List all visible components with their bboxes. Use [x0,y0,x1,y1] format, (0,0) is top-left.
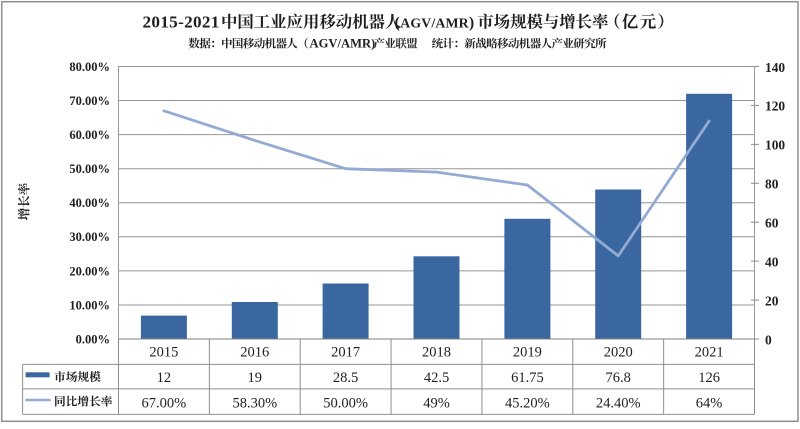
svg-text:0.00%: 0.00% [76,332,110,346]
svg-text:统计：新战略移动机器人产业研究所: 统计：新战略移动机器人产业研究所 [432,38,607,51]
svg-text:同比增长率: 同比增长率 [54,396,113,409]
svg-text:28.5: 28.5 [333,370,358,386]
svg-text:12: 12 [157,370,172,386]
svg-text:126: 126 [698,370,720,386]
svg-text:2017: 2017 [331,345,360,361]
svg-text:24.40%: 24.40% [596,396,641,412]
svg-text:): ) [469,15,474,32]
svg-text:2021: 2021 [695,345,724,361]
svg-text:2018: 2018 [422,345,451,361]
svg-text:64%: 64% [696,396,723,412]
svg-text:（亿元）: （亿元） [604,13,675,32]
svg-text:70.00%: 70.00% [69,94,110,108]
svg-text:67.00%: 67.00% [142,396,187,412]
svg-text:76.8: 76.8 [606,370,631,386]
svg-text:2015: 2015 [149,345,178,361]
svg-text:50.00%: 50.00% [323,396,368,412]
svg-text:30.00%: 30.00% [69,230,110,244]
svg-text:100: 100 [765,138,785,153]
svg-text:40.00%: 40.00% [69,196,110,210]
svg-text:0: 0 [765,332,772,347]
svg-text:AGV/AMR: AGV/AMR [400,16,469,31]
svg-text:40: 40 [765,254,779,269]
svg-text:58.30%: 58.30% [232,396,277,412]
svg-text:45.20%: 45.20% [505,396,550,412]
svg-text:市场规模: 市场规模 [54,371,101,384]
svg-text:50.00%: 50.00% [69,162,110,176]
svg-text:80: 80 [765,177,779,192]
svg-text:20: 20 [765,293,779,308]
svg-text:60: 60 [765,216,779,231]
svg-text:数据：中国移动机器人（: 数据：中国移动机器人（ [188,38,308,51]
svg-text:增长率: 增长率 [18,182,32,220]
svg-text:2015-2021: 2015-2021 [143,13,220,32]
svg-text:61.75: 61.75 [511,370,544,386]
svg-text:20.00%: 20.00% [69,264,110,278]
svg-text:(: ( [395,15,400,32]
svg-text:中国工业应用移动机器人: 中国工业应用移动机器人 [221,13,401,32]
svg-text:120: 120 [765,99,785,114]
svg-text:140: 140 [765,60,785,75]
svg-text:AGV/AMR): AGV/AMR) [310,37,376,51]
svg-text:19: 19 [248,370,263,386]
svg-text:2016: 2016 [240,345,269,361]
svg-text:2020: 2020 [604,345,633,361]
svg-text:产业联盟: 产业联盟 [374,38,419,51]
svg-text:49%: 49% [423,396,450,412]
svg-text:2019: 2019 [513,345,542,361]
svg-text:42.5: 42.5 [424,370,449,386]
svg-text:市场规模与增长率: 市场规模与增长率 [477,13,608,32]
svg-text:60.00%: 60.00% [69,128,110,142]
svg-text:80.00%: 80.00% [69,60,110,74]
svg-text:10.00%: 10.00% [69,298,110,312]
